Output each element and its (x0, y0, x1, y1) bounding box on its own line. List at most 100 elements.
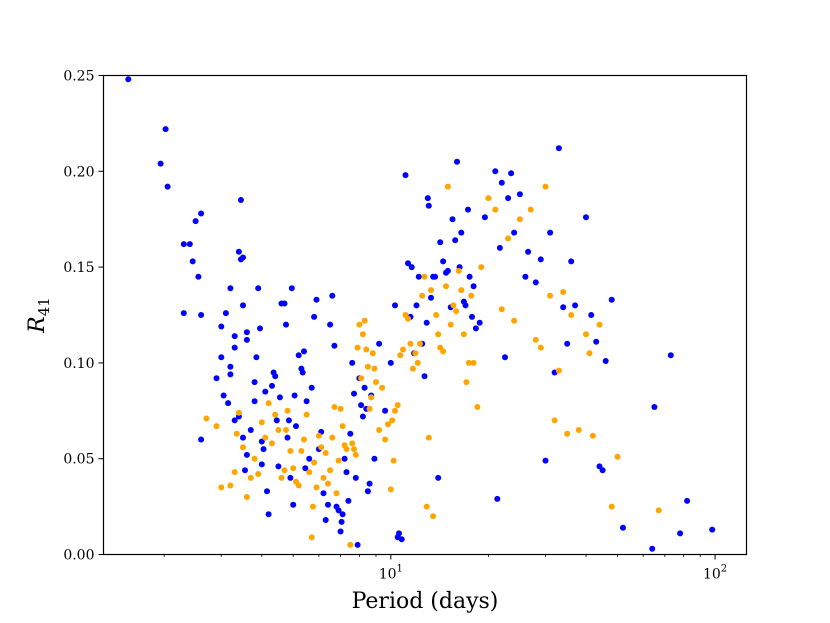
data-point-series-1 (677, 530, 684, 537)
data-point-series-2 (351, 446, 357, 453)
data-point-series-2 (511, 317, 518, 324)
data-point-series-1 (220, 392, 227, 399)
data-point-series-2 (359, 331, 366, 338)
data-point-series-2 (551, 417, 558, 424)
data-point-series-1 (247, 427, 254, 433)
data-point-series-2 (586, 350, 593, 357)
data-point-series-2 (298, 448, 305, 454)
data-point-series-2 (387, 486, 394, 493)
data-point-series-1 (542, 457, 549, 464)
data-point-series-1 (269, 382, 275, 389)
data-point-series-2 (309, 503, 316, 510)
data-point-series-2 (287, 448, 294, 454)
data-point-series-2 (455, 267, 462, 274)
data-point-series-1 (186, 241, 193, 248)
data-point-series-2 (275, 427, 282, 433)
points-layer (125, 76, 716, 552)
data-point-series-2 (356, 321, 363, 328)
data-point-series-2 (392, 407, 398, 414)
data-point-series-2 (278, 474, 285, 481)
data-point-series-2 (303, 411, 310, 418)
data-point-series-1 (361, 384, 368, 391)
data-point-series-1 (299, 369, 306, 376)
data-point-series-2 (560, 289, 567, 295)
data-point-series-1 (465, 206, 471, 213)
data-point-series-1 (537, 256, 544, 263)
data-point-series-1 (281, 300, 288, 307)
data-point-series-1 (240, 302, 246, 309)
data-point-series-1 (599, 467, 606, 474)
data-point-series-1 (164, 183, 171, 190)
data-point-series-2 (468, 292, 475, 299)
data-point-series-2 (313, 484, 320, 491)
data-point-series-1 (258, 438, 265, 445)
data-point-series-2 (478, 264, 485, 271)
data-point-series-1 (338, 518, 345, 525)
data-point-series-2 (564, 430, 571, 437)
data-point-series-1 (231, 333, 238, 340)
data-point-series-1 (387, 359, 394, 366)
data-point-series-2 (272, 411, 279, 418)
data-point-series-2 (258, 419, 265, 426)
data-point-series-2 (363, 346, 370, 353)
data-point-series-2 (450, 302, 457, 309)
data-point-series-2 (465, 359, 472, 366)
data-point-series-1 (408, 264, 415, 271)
data-point-series-2 (311, 459, 318, 466)
data-point-series-2 (405, 315, 411, 322)
data-point-series-2 (655, 507, 662, 514)
data-point-series-1 (162, 126, 169, 133)
data-point-series-1 (275, 463, 282, 470)
data-point-series-2 (423, 503, 430, 510)
data-point-series-1 (227, 285, 234, 292)
data-point-series-1 (498, 179, 505, 186)
data-point-series-1 (602, 358, 609, 364)
x-tick-label: 102 (703, 564, 727, 583)
data-point-series-2 (339, 423, 346, 430)
data-point-series-1 (306, 455, 313, 462)
data-point-series-1 (225, 400, 232, 407)
data-point-series-2 (444, 183, 451, 190)
data-point-series-2 (315, 432, 322, 439)
data-point-series-2 (269, 440, 275, 447)
data-point-series-2 (542, 183, 549, 190)
data-point-series-1 (470, 283, 477, 290)
data-point-series-2 (308, 534, 315, 541)
data-point-series-2 (440, 348, 447, 355)
data-point-series-2 (583, 331, 589, 338)
data-point-series-1 (327, 321, 334, 328)
data-point-series-2 (447, 321, 454, 328)
data-point-series-2 (240, 444, 246, 451)
data-point-series-1 (413, 302, 420, 309)
data-point-series-2 (347, 541, 354, 548)
data-point-series-1 (329, 292, 336, 299)
y-tick-label: 0.15 (63, 260, 94, 276)
data-point-series-1 (359, 413, 366, 420)
data-point-series-1 (231, 344, 238, 351)
data-point-series-1 (235, 248, 242, 255)
data-point-series-1 (276, 394, 283, 401)
data-point-series-1 (354, 541, 361, 548)
data-point-series-1 (572, 302, 579, 309)
data-point-series-1 (231, 417, 238, 424)
data-point-series-2 (433, 312, 440, 318)
data-point-series-2 (443, 283, 449, 290)
data-point-series-2 (295, 482, 302, 489)
data-point-series-1 (265, 511, 272, 518)
data-point-series-1 (337, 528, 344, 535)
data-point-series-1 (311, 313, 318, 320)
data-point-series-2 (532, 336, 539, 343)
data-point-series-1 (262, 388, 269, 395)
data-point-series-1 (198, 436, 205, 443)
data-point-series-1 (272, 373, 279, 380)
data-point-series-2 (547, 292, 554, 299)
data-point-series-1 (496, 244, 503, 251)
data-point-series-2 (419, 292, 426, 299)
data-point-series-2 (354, 344, 361, 351)
data-point-series-1 (449, 216, 456, 223)
data-point-series-2 (322, 450, 329, 456)
data-point-series-1 (125, 76, 132, 83)
data-point-series-1 (283, 321, 289, 328)
data-point-series-2 (555, 367, 562, 374)
